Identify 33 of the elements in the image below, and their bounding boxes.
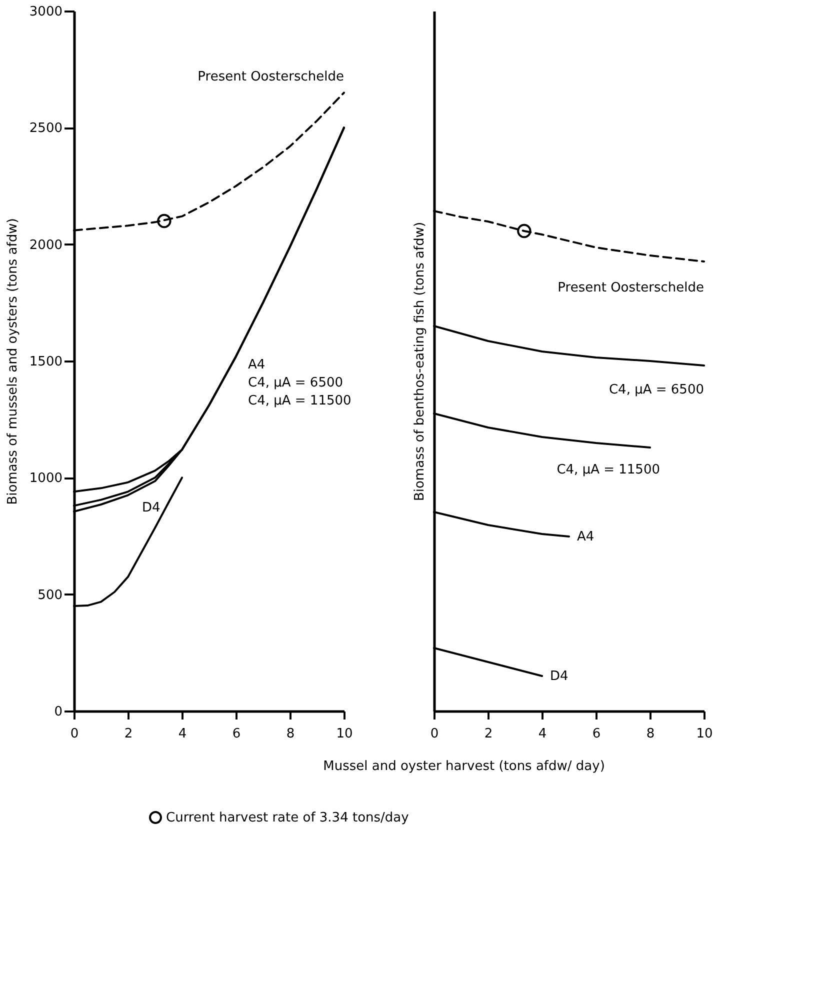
y-tick-label: 2500 xyxy=(29,121,62,136)
x-tick-label: 8 xyxy=(646,726,655,742)
series-label: D4 xyxy=(142,500,160,516)
series-label: A4 xyxy=(248,357,266,372)
y-tick-label: 500 xyxy=(38,588,62,603)
x-tick-label: 6 xyxy=(232,726,241,742)
x-tick-label: 8 xyxy=(286,726,295,742)
text: C4, μA = 11500 xyxy=(248,393,352,408)
x-axis-title: Mussel and oyster harvest (tons afdw/ day) xyxy=(323,759,605,774)
x-tick-label: 4 xyxy=(538,726,547,742)
x-tick-label: 10 xyxy=(336,726,353,742)
y-axis-title: Biomass of mussels and oysters (tons afdw) xyxy=(5,218,20,505)
x-tick-label: 0 xyxy=(70,726,79,742)
x-tick-label: 6 xyxy=(592,726,601,742)
series-label: C4, μA = 6500 xyxy=(608,382,704,398)
legend-label: Current harvest rate of 3.34 tons/day xyxy=(166,810,410,826)
series-label: D4 xyxy=(550,669,568,684)
series-label: A4 xyxy=(577,530,594,544)
x-tick-label: 2 xyxy=(484,726,493,742)
x-tick-label: 10 xyxy=(696,726,713,742)
series-label: Present Oosterschelde xyxy=(558,280,704,296)
series-label: C4, μA = 6500 xyxy=(248,375,344,390)
y-tick-label: 0 xyxy=(54,704,62,720)
y-axis-title: Biomass of benthos-eating fish (tons afdw) xyxy=(412,222,428,502)
y-tick-label: 2000 xyxy=(29,238,62,253)
x-tick-label: 4 xyxy=(178,726,187,742)
y-tick-label: 3000 xyxy=(29,4,62,20)
series-label: Present Oosterschelde xyxy=(198,70,344,85)
y-tick-label: 1500 xyxy=(29,354,62,370)
series-label: C4, μA = 11500 xyxy=(556,462,660,478)
y-tick-label: 1000 xyxy=(29,471,62,486)
x-tick-label: 0 xyxy=(430,726,439,742)
x-tick-label: 2 xyxy=(124,726,133,742)
